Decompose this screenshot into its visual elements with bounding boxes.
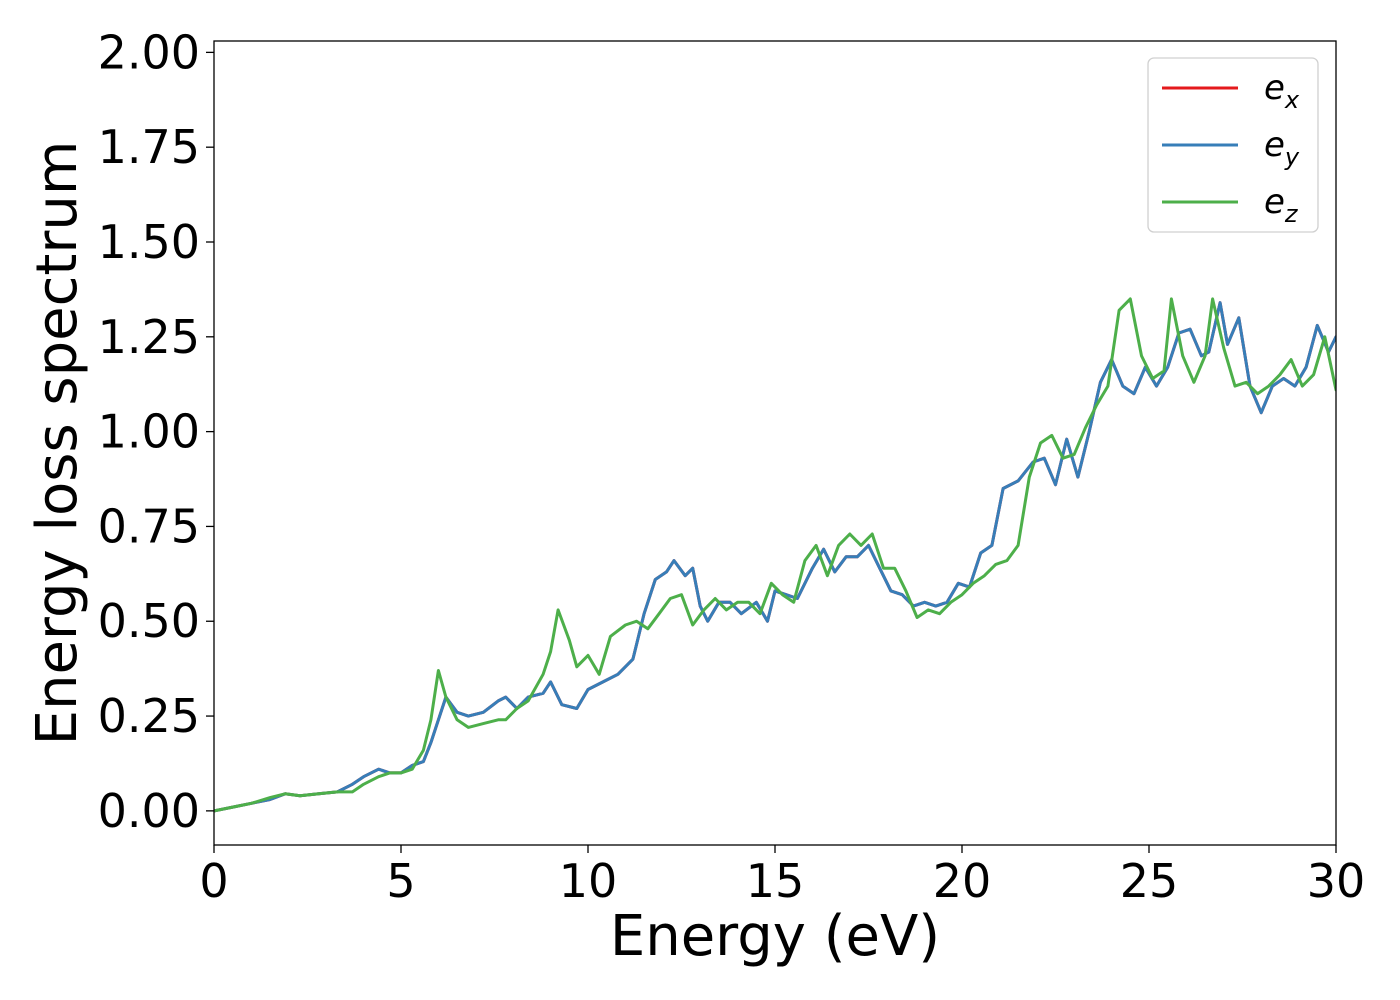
x-tick-label: 5 <box>386 854 415 908</box>
x-axis-label: Energy (eV) <box>610 904 940 969</box>
series-line-z <box>214 297 1336 813</box>
series-layer <box>214 297 1336 813</box>
series-line-y <box>214 301 1336 813</box>
series-line-x <box>214 301 1336 813</box>
y-tick-label: 0.75 <box>98 499 200 553</box>
x-tick-label: 0 <box>199 854 228 908</box>
x-tick-label: 30 <box>1307 854 1366 908</box>
y-tick-label: 0.25 <box>98 689 200 743</box>
x-tick-label: 15 <box>746 854 805 908</box>
y-tick-label: 1.00 <box>98 405 200 459</box>
y-tick-label: 0.50 <box>98 594 200 648</box>
x-tick-label: 10 <box>559 854 618 908</box>
y-tick-label: 1.50 <box>98 215 200 269</box>
ticks-layer: 0 5 10 15 20 25 30 0.00 0.25 0.50 0.75 1.00 1.25 1.50… <box>98 25 1366 908</box>
y-tick-label: 1.75 <box>98 120 200 174</box>
legend: ex ey ez <box>1147 57 1319 233</box>
y-tick-label: 2.00 <box>98 25 200 79</box>
x-tick-label: 20 <box>933 854 992 908</box>
legend-label-y: ey <box>1264 125 1300 171</box>
y-tick-label: 0.00 <box>98 784 200 838</box>
legend-label-x: ex <box>1264 68 1300 114</box>
y-axis-label: Energy loss spectrum <box>25 141 90 746</box>
x-tick-label: 25 <box>1120 854 1179 908</box>
legend-label-z: ez <box>1264 182 1299 228</box>
y-tick-label: 1.25 <box>98 310 200 364</box>
